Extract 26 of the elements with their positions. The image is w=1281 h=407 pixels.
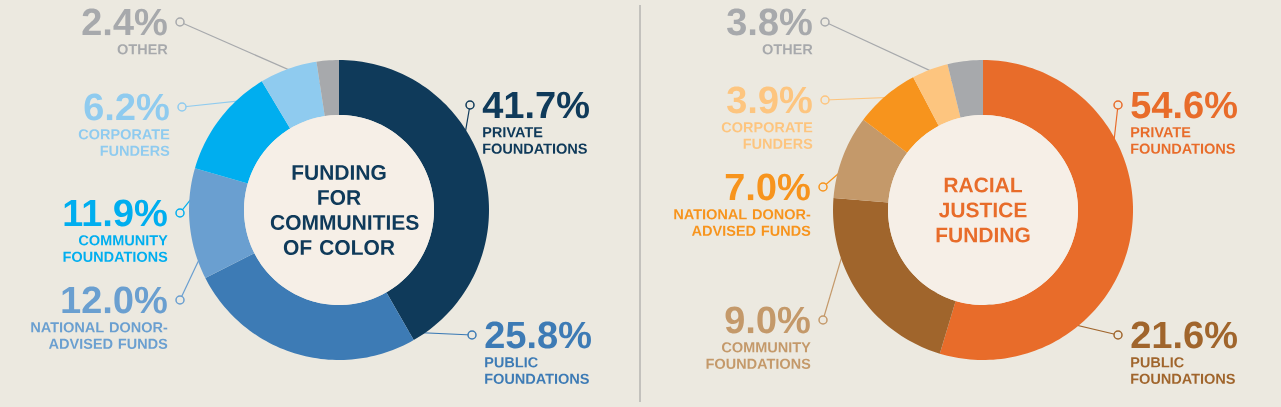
slice-label: COMMUNITY FOUNDATIONS	[63, 235, 168, 262]
data-label: 3.9%	[727, 86, 812, 114]
data-label: 54.6%	[1131, 91, 1237, 119]
slice-label: PUBLIC FOUNDATIONS	[485, 357, 589, 384]
slice-label: OTHER	[117, 44, 168, 55]
slice-label: PUBLIC FOUNDATIONS	[1131, 357, 1235, 384]
data-label: 11.9%	[64, 199, 167, 227]
slice-label: COMMUNITY FOUNDATIONS	[706, 342, 811, 369]
data-label: 2.4%	[82, 8, 167, 36]
slice-label: NATIONAL DONOR-ADVISED FUNDS	[31, 322, 168, 349]
slice-label: NATIONAL DONOR-ADVISED FUNDS	[674, 209, 811, 236]
data-label: 25.8%	[485, 321, 591, 349]
slice-label: OTHER	[762, 44, 813, 55]
data-label: 41.7%	[482, 91, 589, 119]
slice-label: CORPORATE FUNDERS	[721, 122, 813, 149]
text: RACIAL JUSTICE FUNDING	[936, 177, 1030, 243]
data-label: 6.2%	[84, 93, 169, 121]
data-label: 7.0%	[725, 173, 810, 201]
slice-label: PRIVATE FOUNDATIONS	[1131, 127, 1235, 154]
data-label: 3.8%	[727, 8, 812, 36]
slice-label: PRIVATE FOUNDATIONS	[483, 127, 587, 154]
text: FUNDING FOR COMMUNITIES OF COLOR	[270, 165, 419, 255]
slice-label: CORPORATE FUNDERS	[78, 129, 170, 156]
data-label: 12.0%	[62, 286, 167, 314]
data-label: 21.6%	[1131, 321, 1237, 349]
data-label: 9.0%	[725, 306, 810, 334]
